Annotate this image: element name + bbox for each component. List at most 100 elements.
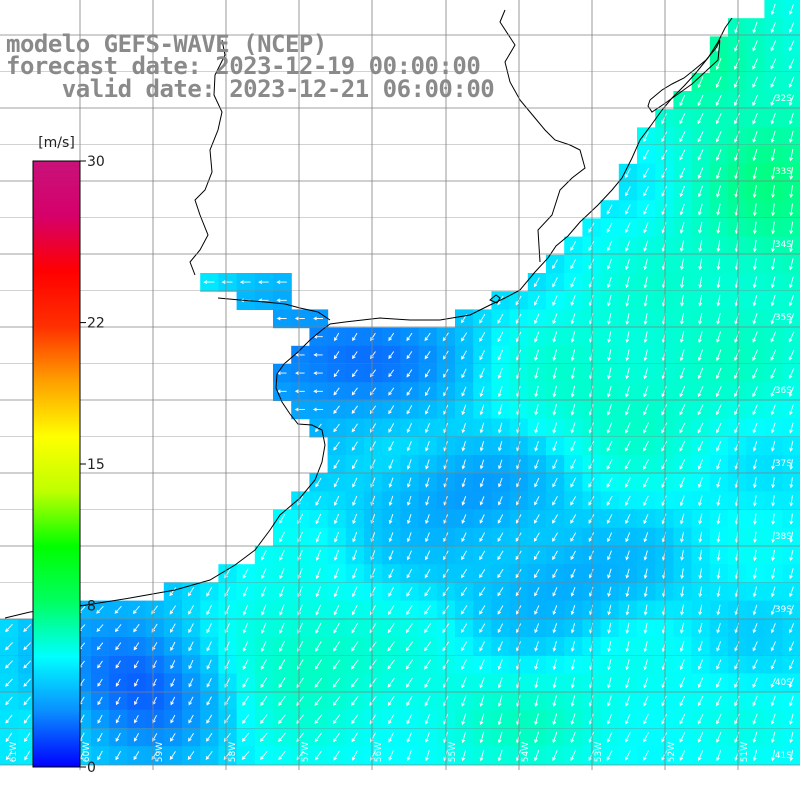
wind-arrow [188, 623, 194, 634]
wind-arrow [534, 768, 540, 780]
wind-arrow [479, 532, 485, 543]
wind-arrow [552, 568, 558, 579]
wind-arrow [170, 641, 176, 652]
wind-arrow [752, 659, 758, 670]
wind-arrow [715, 713, 722, 725]
wind-arrow [770, 568, 776, 580]
wind-arrow [115, 732, 121, 742]
wind-arrow [479, 713, 485, 726]
wind-arrow [460, 605, 468, 615]
wind-arrow [606, 495, 613, 506]
wind-arrow [315, 604, 322, 616]
wind-arrow [134, 714, 139, 724]
wind-arrow [425, 532, 430, 543]
wind-arrow [497, 514, 504, 524]
wind-arrow [771, 768, 775, 780]
wind-arrow [387, 623, 395, 634]
wind-arrow [625, 568, 630, 579]
wind-arrow [570, 495, 577, 506]
wind-arrow [534, 440, 539, 452]
wind-arrow [260, 714, 268, 724]
wind-arrow [771, 459, 775, 470]
wind-arrow [552, 422, 558, 434]
wind-arrow [479, 350, 485, 361]
wind-arrow [789, 440, 794, 452]
wind-arrow [789, 258, 794, 271]
wind-arrow [261, 604, 267, 616]
wind-arrow [497, 532, 504, 542]
wind-arrow [388, 405, 395, 415]
wind-arrow [188, 732, 194, 742]
wind-arrow [752, 239, 757, 253]
colorbar-unit: [m/s] [38, 135, 75, 151]
wind-arrow [788, 76, 795, 88]
wind-arrow [716, 604, 721, 616]
wind-arrow [789, 586, 794, 598]
wind-arrow [625, 659, 630, 671]
wind-arrow [661, 386, 667, 398]
wind-arrow [515, 768, 522, 780]
lat-label: 33S [775, 167, 792, 177]
wind-arrow [643, 513, 649, 525]
wind-arrow [625, 677, 630, 689]
wind-arrow [351, 441, 358, 451]
wind-arrow [734, 367, 740, 380]
lon-label: 52W [667, 742, 677, 762]
wind-arrow [187, 587, 195, 597]
wind-arrow [698, 313, 703, 325]
wind-arrow [715, 149, 722, 161]
wind-arrow [552, 677, 557, 689]
lat-lon-grid [0, 0, 800, 770]
wind-arrow [151, 769, 158, 779]
wind-arrow [534, 677, 539, 689]
wind-arrow [570, 440, 576, 452]
wind-arrow [259, 751, 268, 761]
wind-arrow [132, 605, 140, 615]
wind-arrow [295, 371, 305, 375]
wind-arrow [461, 368, 467, 379]
wind-arrow [278, 514, 286, 524]
wind-arrow [352, 768, 358, 780]
wind-arrow [588, 568, 594, 579]
wind-arrow [752, 459, 757, 470]
wind-arrow [788, 386, 795, 398]
wind-arrow [461, 768, 467, 780]
wind-arrow [716, 750, 722, 762]
wind-arrow [552, 259, 558, 270]
wind-arrow [369, 387, 377, 396]
wind-arrow [115, 642, 122, 651]
wind-arrow [679, 495, 685, 507]
wind-arrow [570, 422, 576, 434]
wind-arrow [679, 94, 686, 107]
wind-arrow [697, 422, 704, 434]
wind-arrow [223, 732, 231, 742]
wind-arrow [607, 385, 612, 398]
wind-arrow [461, 404, 467, 416]
wind-arrow [223, 769, 232, 779]
wind-arrow [606, 750, 613, 761]
wind-arrow [771, 477, 776, 489]
wind-arrow [169, 769, 177, 779]
wind-arrow [294, 389, 305, 394]
wind-arrow [788, 40, 795, 52]
wind-arrow [770, 112, 776, 125]
wind-arrow [388, 550, 394, 561]
wind-arrow [697, 768, 703, 780]
wind-arrow [279, 622, 285, 634]
wind-arrow [789, 148, 794, 162]
wind-arrow [570, 550, 576, 561]
wind-arrow [332, 714, 341, 725]
wind-arrow [770, 659, 777, 670]
wind-arrow [770, 166, 776, 180]
wind-arrow [643, 440, 650, 452]
wind-arrow [588, 514, 595, 524]
wind-arrow [661, 440, 668, 452]
wind-arrow [552, 731, 558, 744]
wind-arrow [716, 695, 722, 707]
wind-arrow [115, 769, 122, 779]
wind-arrow [242, 714, 250, 724]
wind-arrow [188, 659, 194, 670]
lat-label: 39S [775, 605, 792, 615]
wind-arrow [661, 768, 667, 780]
wind-arrow [715, 131, 722, 143]
